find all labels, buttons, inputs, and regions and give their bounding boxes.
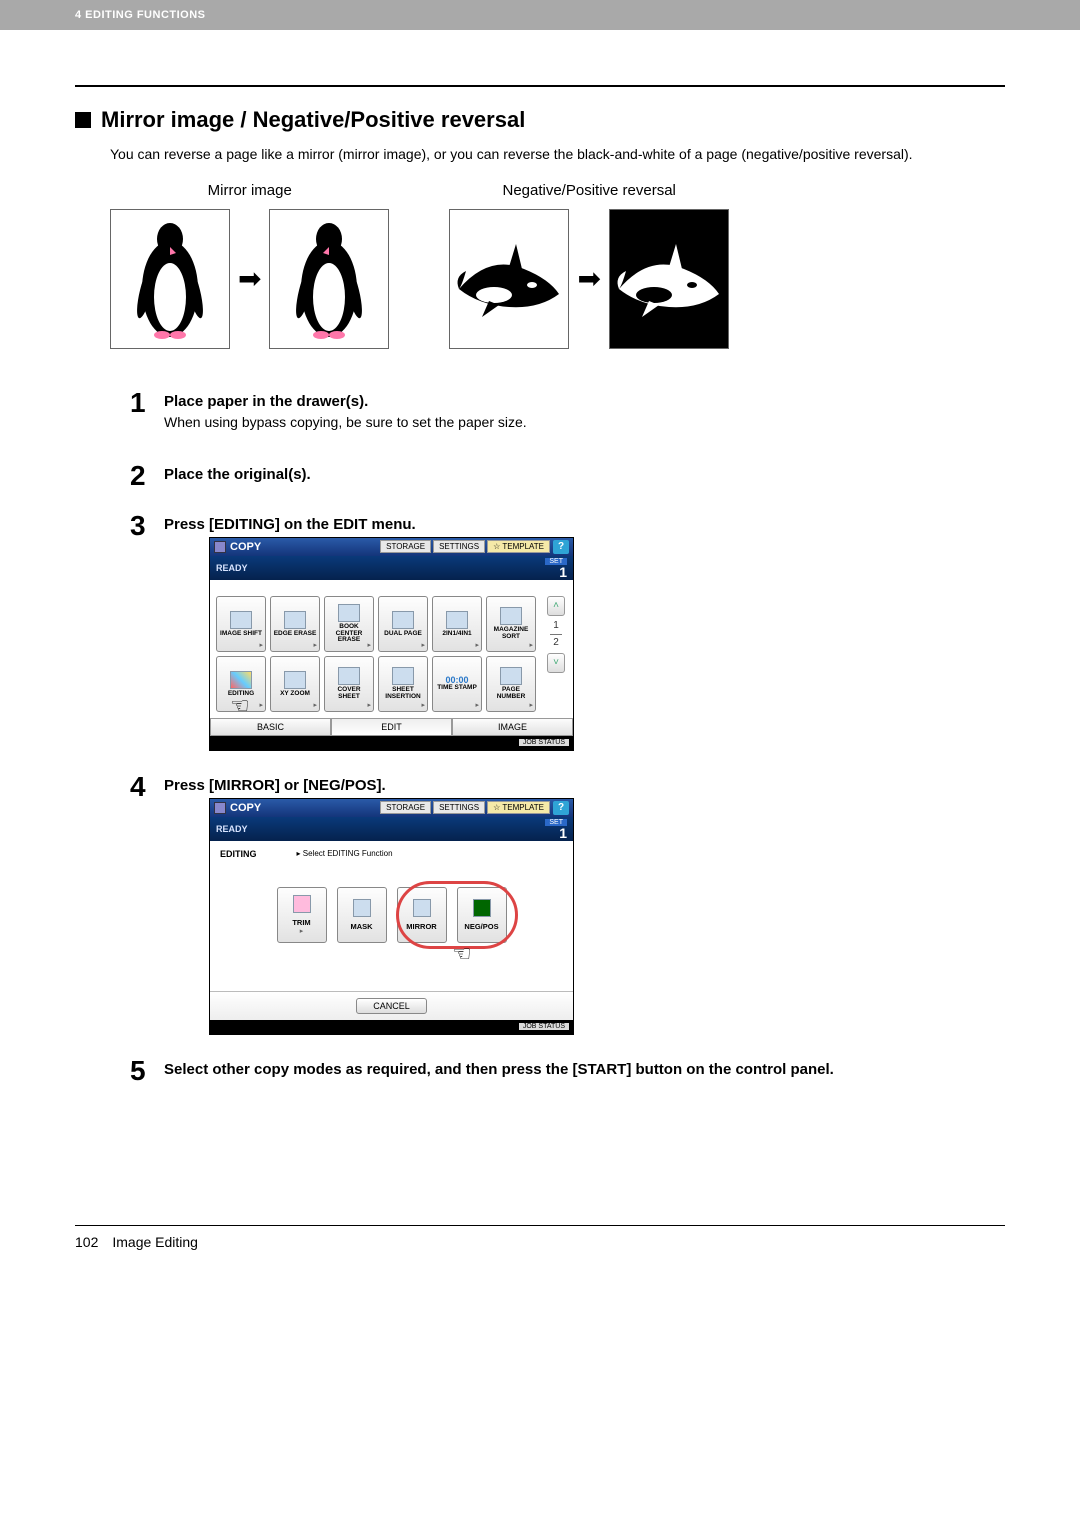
set-value: 1 (545, 565, 567, 579)
intro-text: You can reverse a page like a mirror (mi… (110, 145, 1005, 164)
ready-status: READY (216, 824, 248, 834)
penguin-mirrored (269, 209, 389, 349)
document-icon (214, 802, 226, 814)
step-4-number: 4 (130, 773, 150, 801)
chapter-header: 4 EDITING FUNCTIONS (0, 0, 1080, 30)
page-indicator: 1 2 (550, 620, 562, 649)
xy-zoom-button[interactable]: XY ZOOM▸ (270, 656, 320, 712)
negpos-label: Negative/Positive reversal (449, 182, 728, 199)
cancel-button[interactable]: CANCEL (356, 998, 427, 1014)
page-footer: 102 Image Editing (75, 1234, 1005, 1290)
arrow-icon: ➡ (577, 262, 600, 295)
tab-basic[interactable]: BASIC (210, 718, 331, 736)
sheet-insertion-button[interactable]: SHEET INSERTION▸ (378, 656, 428, 712)
penguin-original (110, 209, 230, 349)
page-number-button[interactable]: PAGE NUMBER▸ (486, 656, 536, 712)
step-3: 3 Press [EDITING] on the EDIT menu. COPY… (130, 512, 1005, 751)
step-1: 1 Place paper in the drawer(s). When usi… (130, 389, 1005, 440)
step-5: 5 Select other copy modes as required, a… (130, 1057, 1005, 1085)
editing-function-screenshot: COPY STORAGE SETTINGS ☆ TEMPLATE ? READY (209, 798, 574, 1035)
footer-section-name: Image Editing (112, 1234, 198, 1250)
step-4-title: Press [MIRROR] or [NEG/POS]. (164, 777, 1005, 794)
step-5-title: Select other copy modes as required, and… (164, 1061, 834, 1078)
top-rule (75, 85, 1005, 87)
ss-statusbar: READY SET 1 (210, 556, 573, 580)
mirror-example: Mirror image ➡ (110, 182, 389, 349)
arrow-icon: ➡ (238, 262, 261, 295)
step-3-title: Press [EDITING] on the EDIT menu. (164, 516, 1005, 533)
ss2-titlebar: COPY STORAGE SETTINGS ☆ TEMPLATE ? (210, 799, 573, 817)
section-bullet (75, 112, 91, 128)
ss-copy-title: COPY (230, 541, 261, 553)
step-3-number: 3 (130, 512, 150, 540)
template-button[interactable]: ☆ TEMPLATE (487, 540, 550, 553)
settings-button[interactable]: SETTINGS (433, 540, 485, 553)
step-2-number: 2 (130, 462, 150, 490)
storage-button[interactable]: STORAGE (380, 540, 431, 553)
help-button[interactable]: ? (553, 801, 569, 815)
orca-negative (609, 209, 729, 349)
dual-page-button[interactable]: DUAL PAGE▸ (378, 596, 428, 652)
cover-sheet-button[interactable]: COVER SHEET▸ (324, 656, 374, 712)
editing-button[interactable]: EDITING▸ (216, 656, 266, 712)
edit-menu-screenshot: COPY STORAGE SETTINGS ☆ TEMPLATE ? READY (209, 537, 574, 751)
section-title: Mirror image / Negative/Positive reversa… (75, 107, 1005, 133)
page-up-button[interactable]: ˄ (547, 596, 565, 616)
section-title-text: Mirror image / Negative/Positive reversa… (101, 107, 525, 133)
step-1-text: When using bypass copying, be sure to se… (164, 414, 527, 430)
settings-button[interactable]: SETTINGS (433, 801, 485, 814)
footer-rule (75, 1225, 1005, 1226)
ss2-statusbar: READY SET 1 (210, 817, 573, 841)
storage-button[interactable]: STORAGE (380, 801, 431, 814)
ss-footer: JOB STATUS (210, 736, 573, 750)
edge-erase-button[interactable]: EDGE ERASE▸ (270, 596, 320, 652)
negpos-example: Negative/Positive reversal ➡ (449, 182, 728, 349)
orca-positive (449, 209, 569, 349)
page-down-button[interactable]: ˅ (547, 653, 565, 673)
step-2-title: Place the original(s). (164, 466, 311, 483)
step-5-number: 5 (130, 1057, 150, 1085)
image-shift-button[interactable]: IMAGE SHIFT▸ (216, 596, 266, 652)
2in1-4in1-button[interactable]: 2IN1/4IN1▸ (432, 596, 482, 652)
time-stamp-button[interactable]: 00:00TIME STAMP▸ (432, 656, 482, 712)
trim-button[interactable]: TRIM▸ (277, 887, 327, 943)
highlight-oval (396, 881, 518, 949)
mask-button[interactable]: MASK (337, 887, 387, 943)
editing-label: EDITING (220, 849, 257, 859)
help-button[interactable]: ? (553, 540, 569, 554)
ss-titlebar: COPY STORAGE SETTINGS ☆ TEMPLATE ? (210, 538, 573, 556)
select-function-text: Select EDITING Function (297, 849, 393, 859)
step-4: 4 Press [MIRROR] or [NEG/POS]. COPY STOR… (130, 773, 1005, 1035)
ready-status: READY (216, 563, 248, 573)
mirror-label: Mirror image (110, 182, 389, 199)
tab-image[interactable]: IMAGE (452, 718, 573, 736)
page-number: 102 (75, 1234, 98, 1250)
examples-row: Mirror image ➡ (110, 182, 1005, 349)
document-icon (214, 541, 226, 553)
set-value: 1 (545, 826, 567, 840)
ss2-footer: JOB STATUS (210, 1020, 573, 1034)
magazine-sort-button[interactable]: MAGAZINE SORT▸ (486, 596, 536, 652)
job-status-button[interactable]: JOB STATUS (519, 739, 569, 746)
ss2-copy-title: COPY (230, 802, 261, 814)
step-2: 2 Place the original(s). (130, 462, 1005, 490)
job-status-button[interactable]: JOB STATUS (519, 1023, 569, 1030)
tab-edit[interactable]: EDIT (331, 718, 452, 736)
step-1-title: Place paper in the drawer(s). (164, 393, 527, 410)
template-button[interactable]: ☆ TEMPLATE (487, 801, 550, 814)
chapter-header-text: 4 EDITING FUNCTIONS (75, 9, 206, 21)
step-1-number: 1 (130, 389, 150, 417)
book-center-erase-button[interactable]: BOOK CENTER ERASE▸ (324, 596, 374, 652)
